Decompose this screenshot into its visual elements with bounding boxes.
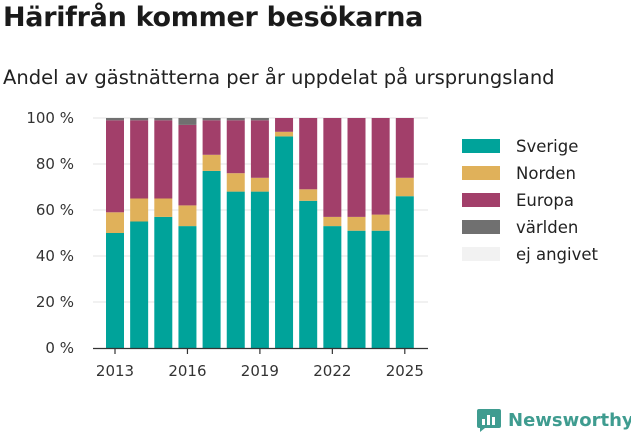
bar-segment [250, 191, 269, 348]
legend: Sverige Norden Europa världen ej angivet [462, 137, 599, 264]
bar-segment [178, 205, 197, 227]
bar-segment [347, 216, 366, 231]
legend-label: Sverige [516, 137, 578, 156]
bars [106, 118, 414, 348]
x-tick-label: 2016 [168, 362, 206, 380]
bar-segment [299, 118, 318, 190]
bar-segment [130, 118, 149, 121]
y-tick-label: 0 % [45, 339, 74, 357]
bar-segment [395, 196, 414, 348]
bar-segment [226, 173, 245, 192]
bar-segment [371, 230, 390, 348]
legend-swatch [462, 139, 500, 153]
legend-swatch [462, 220, 500, 234]
x-tick-label: 2025 [386, 362, 424, 380]
bar-segment [202, 118, 221, 121]
x-axis: 2013 2016 2019 2022 2025 [93, 347, 428, 380]
legend-swatch [462, 247, 500, 261]
y-tick-label: 100 % [26, 109, 74, 127]
x-tick-label: 2022 [313, 362, 351, 380]
y-tick-label: 60 % [36, 201, 74, 219]
bar-segment [299, 189, 318, 201]
bar-segment [202, 120, 221, 155]
bar-segment [275, 131, 294, 137]
bar-segment [154, 118, 173, 121]
bar-segment [371, 214, 390, 231]
bar-segment [106, 212, 124, 233]
bar-segment [323, 226, 342, 348]
y-axis-ticks: 0 % 20 % 40 % 60 % 80 % 100 % [26, 109, 74, 357]
legend-swatch [462, 166, 500, 180]
bar-segment [250, 120, 269, 178]
chart-title: Härifrån kommer besökarna [3, 2, 424, 33]
bar-segment [226, 118, 245, 121]
bar-segment [154, 216, 173, 348]
legend-label: Norden [516, 164, 576, 183]
bar-segment [178, 226, 197, 348]
bar-segment [275, 136, 294, 348]
bar-segment [250, 118, 269, 121]
bar-segment [395, 118, 414, 178]
bar-segment [154, 198, 173, 217]
bar-segment [371, 118, 390, 215]
bar-segment [130, 221, 149, 348]
y-tick-label: 20 % [36, 293, 74, 311]
y-tick-label: 40 % [36, 247, 74, 265]
bar-segment [106, 233, 124, 348]
bar-segment [275, 118, 294, 132]
bar-segment [395, 177, 414, 197]
brand-logo: Newsworthy [476, 407, 631, 433]
bar-segment [226, 191, 245, 348]
bar-segment [106, 120, 124, 213]
y-tick-label: 80 % [36, 155, 74, 173]
bar-segment [130, 120, 149, 199]
bar-segment [347, 230, 366, 348]
bar-segment [202, 170, 221, 348]
x-tick-label: 2019 [241, 362, 279, 380]
bar-segment [154, 120, 173, 199]
legend-label: världen [516, 218, 578, 237]
brand-name: Newsworthy [508, 409, 631, 431]
bar-segment [106, 118, 124, 121]
bar-segment [250, 177, 269, 192]
legend-label: ej angivet [516, 245, 599, 264]
legend-label: Europa [516, 191, 574, 210]
legend-swatch [462, 193, 500, 207]
newsworthy-logo-icon [477, 409, 501, 432]
bar-segment [299, 200, 318, 348]
bar-segment [323, 118, 342, 217]
chart-subtitle: Andel av gästnätterna per år uppdelat på… [3, 66, 555, 89]
bar-segment [178, 124, 197, 206]
bar-segment [202, 154, 221, 171]
bar-segment [226, 120, 245, 174]
x-tick-label: 2013 [96, 362, 134, 380]
bar-segment [323, 216, 342, 227]
bar-segment [178, 118, 197, 125]
bar-segment [130, 198, 149, 222]
bar-segment [347, 118, 366, 217]
